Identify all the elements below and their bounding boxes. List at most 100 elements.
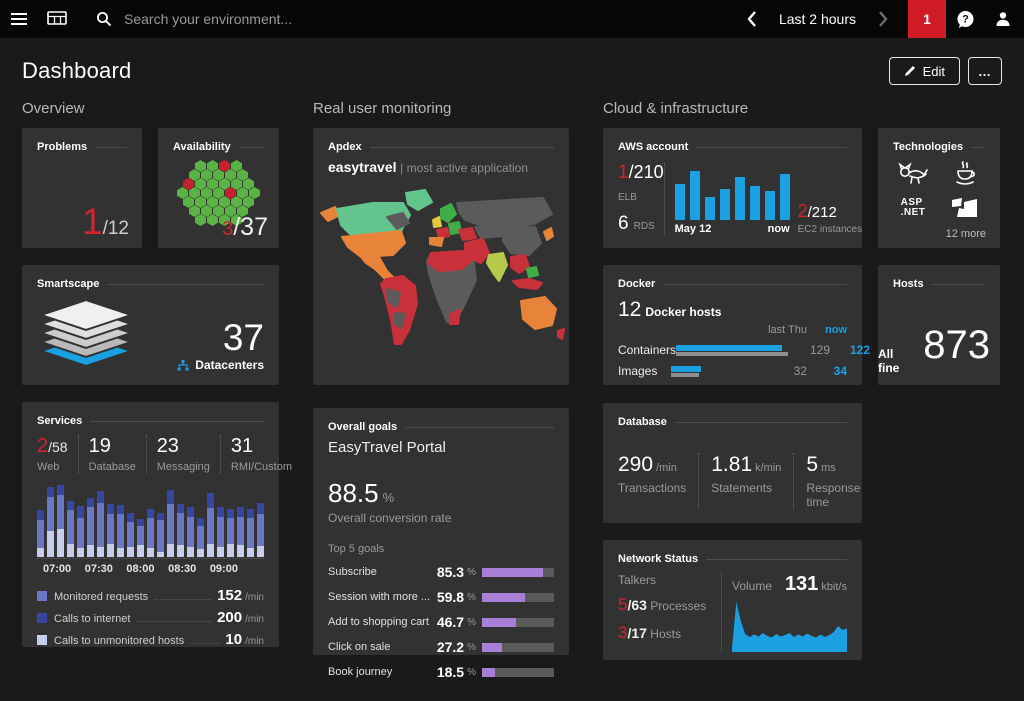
aws-bar	[735, 177, 745, 220]
service-stat: 2/58Web	[37, 435, 78, 473]
service-stat: 19Database	[78, 435, 146, 473]
page-title: Dashboard	[22, 58, 131, 84]
goal-row: Click on sale27.2%	[328, 639, 554, 655]
stacked-bar	[37, 510, 44, 557]
conversion-rate: 88.5%	[328, 478, 554, 509]
tile-title: Hosts	[893, 278, 924, 290]
x-tick-label: 08:00	[126, 563, 154, 575]
docker-col-now: now	[807, 324, 847, 336]
stacked-bar	[187, 507, 194, 557]
aspnet-icon: ASP.NET	[898, 195, 928, 221]
section-overview: Overview	[22, 100, 279, 120]
legend-row: Calls to internet200/min	[37, 609, 264, 626]
notification-badge[interactable]: 1	[908, 0, 946, 38]
section-cloud: Cloud & infrastructure	[603, 100, 1000, 120]
goal-progress-bar	[482, 568, 554, 577]
timeframe-prev-icon[interactable]	[735, 0, 769, 38]
problems-value: 1/12	[82, 203, 129, 240]
tile-docker[interactable]: Docker 12Docker hosts last Thu now Conta…	[603, 265, 862, 385]
tile-apdex[interactable]: Apdex easytravel | most active applicati…	[313, 128, 569, 385]
top-goals-title: Top 5 goals	[328, 543, 554, 555]
search-icon[interactable]	[96, 11, 112, 27]
tile-availability[interactable]: Availability 3/37	[158, 128, 279, 248]
stacked-bar	[77, 506, 84, 557]
tile-aws-account[interactable]: AWS account 1/210 ELB 6 RDS May 12 now	[603, 128, 862, 248]
hosts-value: All fine 873	[878, 325, 990, 375]
section-rum: Real user monitoring	[313, 100, 569, 120]
stacked-bar	[47, 487, 54, 557]
tile-title: Apdex	[328, 141, 362, 153]
stacked-bar	[97, 491, 104, 557]
aws-bar	[705, 197, 715, 220]
menu-icon[interactable]	[0, 0, 38, 38]
tile-hosts[interactable]: Hosts All fine 873	[878, 265, 1000, 385]
tile-problems[interactable]: Problems 1/12	[22, 128, 142, 248]
goals-list: Subscribe85.3% Session with more ...59.8%…	[328, 564, 554, 680]
docker-row: Images3234	[618, 364, 847, 378]
aws-ec2: 2/212 EC2 instances	[790, 163, 862, 235]
goal-row: Add to shopping cart46.7%	[328, 614, 554, 630]
tile-technologies[interactable]: Technologies	[878, 128, 1000, 248]
aws-bar	[675, 184, 685, 220]
tile-title: AWS account	[618, 141, 688, 153]
apdex-subtitle: easytravel | most active application	[328, 159, 554, 175]
availability-value: 3/37	[222, 213, 268, 242]
x-tick-label: 07:00	[43, 563, 71, 575]
timeframe-next-icon[interactable]	[866, 0, 900, 38]
tile-overall-goals[interactable]: Overall goals EasyTravel Portal 88.5% Ov…	[313, 408, 569, 655]
aws-x-end: now	[768, 223, 790, 235]
aws-bar	[765, 191, 775, 220]
tile-title: Docker	[618, 278, 655, 290]
database-stat: 5msResponse time	[793, 453, 872, 509]
tile-title: Services	[37, 415, 82, 427]
aws-chart	[675, 168, 790, 220]
tile-smartscape[interactable]: Smartscape 37	[22, 265, 279, 385]
search-input[interactable]	[122, 10, 422, 28]
x-tick-label: 07:30	[85, 563, 113, 575]
tile-title: Network Status	[618, 553, 698, 565]
dashboards-icon[interactable]	[38, 0, 76, 38]
aws-bar	[750, 186, 760, 220]
tile-title: Problems	[37, 141, 87, 153]
goal-row: Session with more ...59.8%	[328, 589, 554, 605]
tile-title: Overall goals	[328, 421, 397, 433]
legend-row: Calls to unmonitored hosts10/min	[37, 631, 264, 648]
edit-button[interactable]: Edit	[889, 57, 960, 85]
stacked-bar	[157, 513, 164, 557]
tile-network-status[interactable]: Network Status Talkers 5/63 Processes 3/…	[603, 540, 862, 660]
docker-row: Containers129122	[618, 343, 847, 357]
x-tick-label: 08:30	[168, 563, 196, 575]
goal-progress-bar	[482, 618, 554, 627]
services-x-axis: 07:00 07:30 08:00 08:30 09:00	[37, 559, 264, 575]
conversion-rate-caption: Overall conversion rate	[328, 511, 554, 525]
goals-app-name: EasyTravel Portal	[328, 439, 554, 456]
user-icon[interactable]	[984, 0, 1022, 38]
world-map	[313, 179, 569, 365]
technologies-more[interactable]: 12 more	[946, 228, 986, 240]
timeframe-label[interactable]: Last 2 hours	[769, 11, 866, 27]
database-stat: 1.81k/minStatements	[698, 453, 793, 509]
tile-title: Availability	[173, 141, 231, 153]
iis-icon	[950, 195, 980, 221]
timeframe-selector: Last 2 hours	[735, 0, 900, 38]
goal-row: Subscribe85.3%	[328, 564, 554, 580]
tile-database[interactable]: Database 290/minTransactions1.81k/minSta…	[603, 403, 862, 523]
hexagon-ok	[195, 214, 206, 226]
pencil-icon	[904, 65, 916, 77]
stacked-bar	[127, 513, 134, 557]
stacked-bar	[237, 507, 244, 557]
stacked-bar	[147, 509, 154, 557]
smartscape-layers-icon	[37, 296, 135, 372]
service-stat: 23Messaging	[146, 435, 220, 473]
x-tick-label: 09:00	[210, 563, 238, 575]
services-chart	[37, 485, 264, 559]
tile-title: Smartscape	[37, 278, 99, 290]
more-options-button[interactable]: …	[968, 57, 1002, 85]
docker-rows: Containers129122 Images3234	[618, 343, 847, 378]
help-icon[interactable]: ?	[946, 0, 984, 38]
tile-services[interactable]: Services 2/58Web19Database23Messaging31R…	[22, 402, 279, 647]
stacked-bar	[137, 519, 144, 557]
services-stats: 2/58Web19Database23Messaging31RMI/Custom	[37, 435, 264, 473]
volume-value: 131kbit/s	[785, 573, 847, 596]
java-icon	[950, 161, 980, 187]
